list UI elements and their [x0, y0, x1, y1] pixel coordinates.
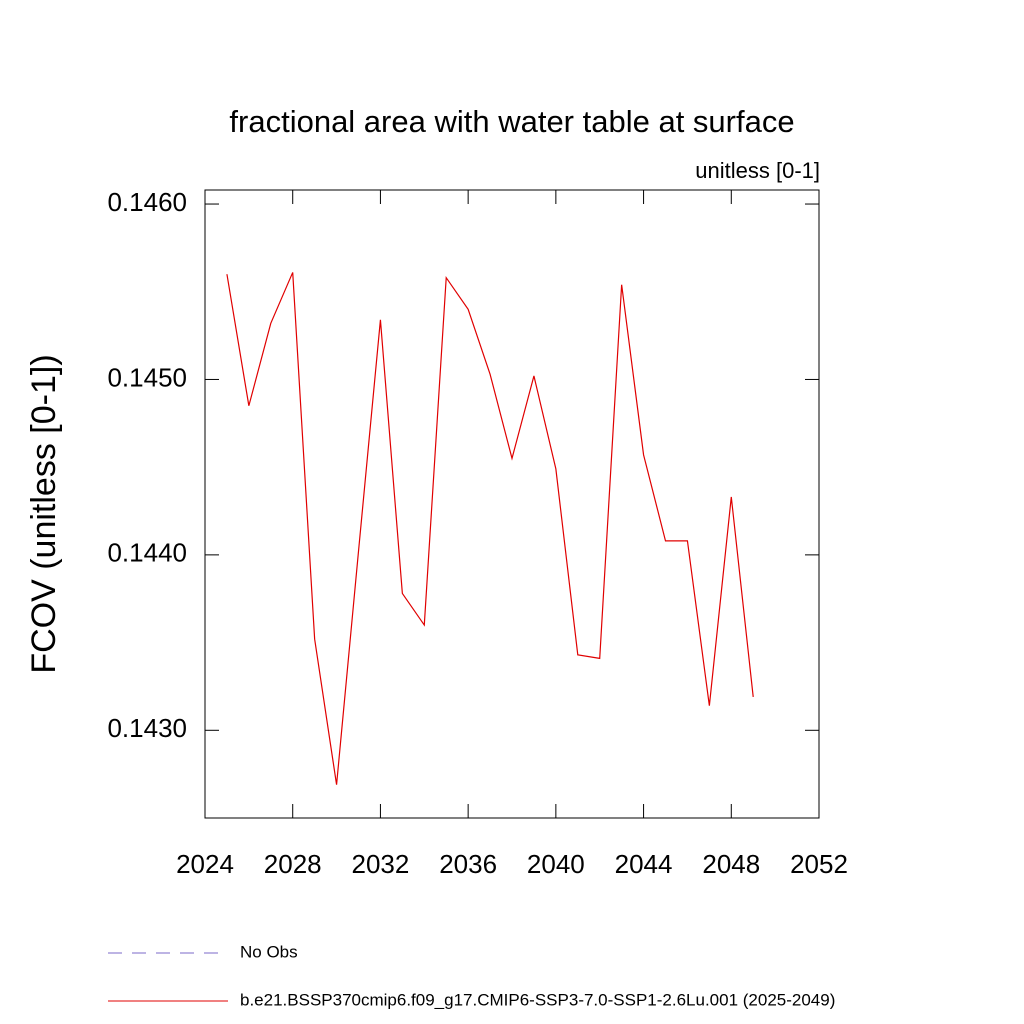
- plot-frame: [204, 189, 820, 819]
- x-tick-label: 2048: [702, 849, 760, 879]
- series-line: [226, 272, 754, 785]
- x-tick-label: 2040: [527, 849, 585, 879]
- y-tick-label: 0.1460: [107, 187, 187, 217]
- x-tick-label: 2032: [352, 849, 410, 879]
- y-axis-label: FCOV (unitless [0-1]): [25, 354, 63, 673]
- chart-title: fractional area with water table at surf…: [229, 104, 794, 139]
- y-tick-label: 0.1440: [107, 538, 187, 568]
- y-tick-label: 0.1430: [107, 713, 187, 743]
- x-tick-label: 2024: [176, 849, 234, 879]
- x-tick-label: 2044: [615, 849, 673, 879]
- y-tick-label: 0.1450: [107, 362, 187, 392]
- legend-label: b.e21.BSSP370cmip6.f09_g17.CMIP6-SSP3-7.…: [240, 990, 835, 1009]
- x-tick-label: 2036: [439, 849, 497, 879]
- x-tick-label: 2028: [264, 849, 322, 879]
- x-tick-label: 2052: [790, 849, 848, 879]
- legend-label: No Obs: [240, 942, 298, 961]
- chart-subtitle: unitless [0-1]: [695, 158, 820, 183]
